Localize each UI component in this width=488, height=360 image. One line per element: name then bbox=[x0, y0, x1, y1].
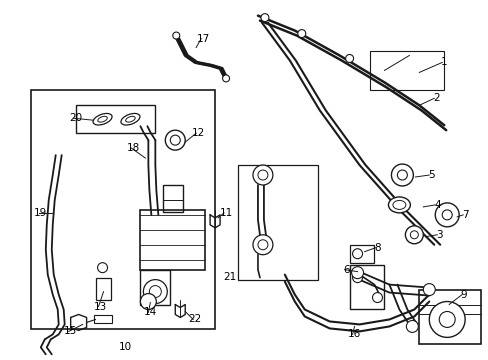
Circle shape bbox=[258, 240, 267, 250]
Circle shape bbox=[165, 130, 185, 150]
Text: 8: 8 bbox=[373, 243, 380, 253]
Ellipse shape bbox=[98, 116, 107, 122]
Circle shape bbox=[261, 14, 268, 22]
Text: 11: 11 bbox=[219, 208, 232, 218]
Text: 18: 18 bbox=[126, 143, 140, 153]
Circle shape bbox=[352, 249, 362, 259]
Text: 10: 10 bbox=[119, 342, 132, 352]
Bar bbox=[349, 265, 384, 310]
Text: 3: 3 bbox=[435, 230, 442, 240]
Text: 22: 22 bbox=[188, 314, 202, 324]
Text: 12: 12 bbox=[191, 128, 204, 138]
Bar bbox=[419, 289, 480, 345]
Circle shape bbox=[98, 263, 107, 273]
Text: 7: 7 bbox=[461, 210, 468, 220]
Circle shape bbox=[390, 164, 412, 186]
Circle shape bbox=[149, 285, 161, 298]
Text: 21: 21 bbox=[223, 272, 236, 282]
Circle shape bbox=[434, 203, 458, 227]
Ellipse shape bbox=[392, 201, 405, 210]
Circle shape bbox=[438, 311, 454, 328]
Circle shape bbox=[222, 75, 229, 82]
Bar bbox=[95, 278, 110, 300]
Circle shape bbox=[352, 273, 362, 283]
Circle shape bbox=[423, 284, 434, 296]
Text: 14: 14 bbox=[143, 307, 157, 318]
Text: 4: 4 bbox=[433, 200, 440, 210]
Text: 16: 16 bbox=[347, 329, 361, 339]
Circle shape bbox=[170, 135, 180, 145]
Circle shape bbox=[252, 235, 272, 255]
Circle shape bbox=[441, 210, 451, 220]
Text: 17: 17 bbox=[196, 33, 209, 44]
Circle shape bbox=[405, 226, 423, 244]
Text: 13: 13 bbox=[94, 302, 107, 311]
Ellipse shape bbox=[125, 116, 135, 122]
Ellipse shape bbox=[387, 197, 409, 213]
Circle shape bbox=[428, 302, 464, 337]
Circle shape bbox=[297, 30, 305, 37]
Circle shape bbox=[372, 293, 382, 302]
Circle shape bbox=[409, 231, 417, 239]
Circle shape bbox=[397, 170, 407, 180]
Text: 6: 6 bbox=[343, 265, 349, 275]
Bar bbox=[238, 165, 317, 280]
Text: 5: 5 bbox=[427, 170, 434, 180]
Bar bbox=[76, 105, 155, 133]
Text: 1: 1 bbox=[440, 58, 447, 67]
Ellipse shape bbox=[93, 113, 112, 125]
Circle shape bbox=[345, 54, 353, 62]
Circle shape bbox=[406, 320, 417, 332]
Text: 2: 2 bbox=[432, 93, 439, 103]
Bar bbox=[369, 50, 443, 90]
Circle shape bbox=[143, 280, 167, 303]
Text: 20: 20 bbox=[69, 113, 82, 123]
Text: 9: 9 bbox=[460, 289, 467, 300]
Bar bbox=[31, 90, 215, 329]
Bar bbox=[163, 185, 183, 212]
Bar bbox=[93, 315, 111, 323]
Circle shape bbox=[140, 293, 156, 310]
Bar bbox=[140, 270, 170, 305]
Bar bbox=[349, 245, 374, 263]
Circle shape bbox=[172, 32, 180, 39]
Text: 19: 19 bbox=[34, 208, 47, 218]
Circle shape bbox=[258, 170, 267, 180]
Circle shape bbox=[252, 165, 272, 185]
Ellipse shape bbox=[121, 113, 140, 125]
Bar bbox=[140, 210, 205, 270]
Circle shape bbox=[351, 267, 363, 279]
Text: 15: 15 bbox=[64, 327, 77, 336]
